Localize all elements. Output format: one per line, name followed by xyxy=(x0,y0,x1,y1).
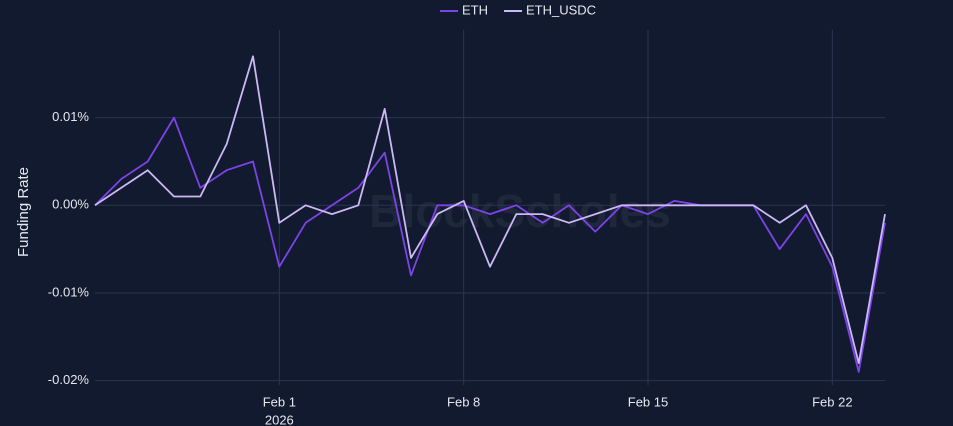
y-tick-label: 0.01% xyxy=(52,109,89,124)
legend-label: ETH xyxy=(462,2,488,17)
y-tick-label: 0.00% xyxy=(52,197,89,212)
x-tick-label: Feb 8 xyxy=(447,394,480,409)
x-tick-label: Feb 22 xyxy=(812,394,852,409)
series-line xyxy=(94,55,886,364)
x-tick-label: Feb 1 xyxy=(263,394,296,409)
legend-label: ETH_USDC xyxy=(526,2,596,17)
y-axis-label: Funding Rate xyxy=(15,167,32,257)
watermark: BlockScholes xyxy=(369,185,671,237)
y-tick-label: -0.02% xyxy=(48,372,90,387)
y-tick-label: -0.01% xyxy=(48,284,90,299)
x-year-label: 2026 xyxy=(265,412,294,426)
x-tick-label: Feb 15 xyxy=(628,394,668,409)
